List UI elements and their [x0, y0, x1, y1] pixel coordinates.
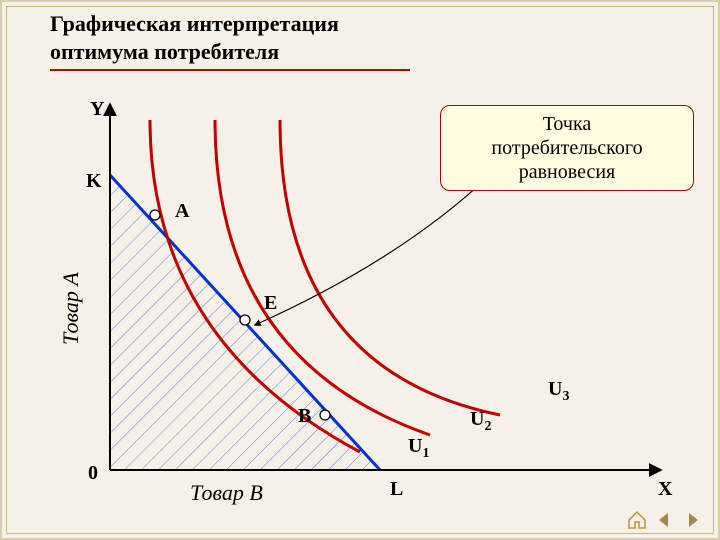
next-arrow-icon[interactable]: [682, 510, 704, 530]
origin-label: 0: [88, 462, 98, 485]
curve-u1-sub: 1: [422, 446, 429, 461]
curve-u3-label: U3: [548, 378, 569, 405]
point-a-label: A: [175, 200, 189, 223]
callout-line-1: Точка: [543, 113, 592, 135]
equilibrium-callout: Точка потребительского равновесия: [440, 105, 694, 191]
y-axis-letter: Y: [90, 98, 104, 121]
curve-u2-label: U2: [470, 408, 491, 435]
y-axis-title: Товар A: [58, 272, 84, 345]
curve-u1-label: U1: [408, 435, 429, 462]
diagram-canvas: [0, 0, 720, 540]
home-icon[interactable]: [626, 510, 648, 530]
x-axis-title: Товар B: [190, 480, 263, 506]
curve-u3-letter: U: [548, 378, 562, 400]
curve-u1-letter: U: [408, 435, 422, 457]
curve-u3-sub: 3: [562, 389, 569, 404]
point-e-label: E: [264, 292, 277, 315]
point-b-label: B: [298, 405, 311, 428]
callout-line-3: равновесия: [519, 161, 616, 183]
x-axis-letter: X: [658, 478, 672, 501]
point-k-label: K: [86, 170, 102, 193]
curve-u2-letter: U: [470, 408, 484, 430]
callout-line-2: потребительского: [491, 137, 642, 159]
curve-u2-sub: 2: [484, 419, 491, 434]
prev-arrow-icon[interactable]: [654, 510, 676, 530]
point-l-label: L: [390, 478, 403, 501]
